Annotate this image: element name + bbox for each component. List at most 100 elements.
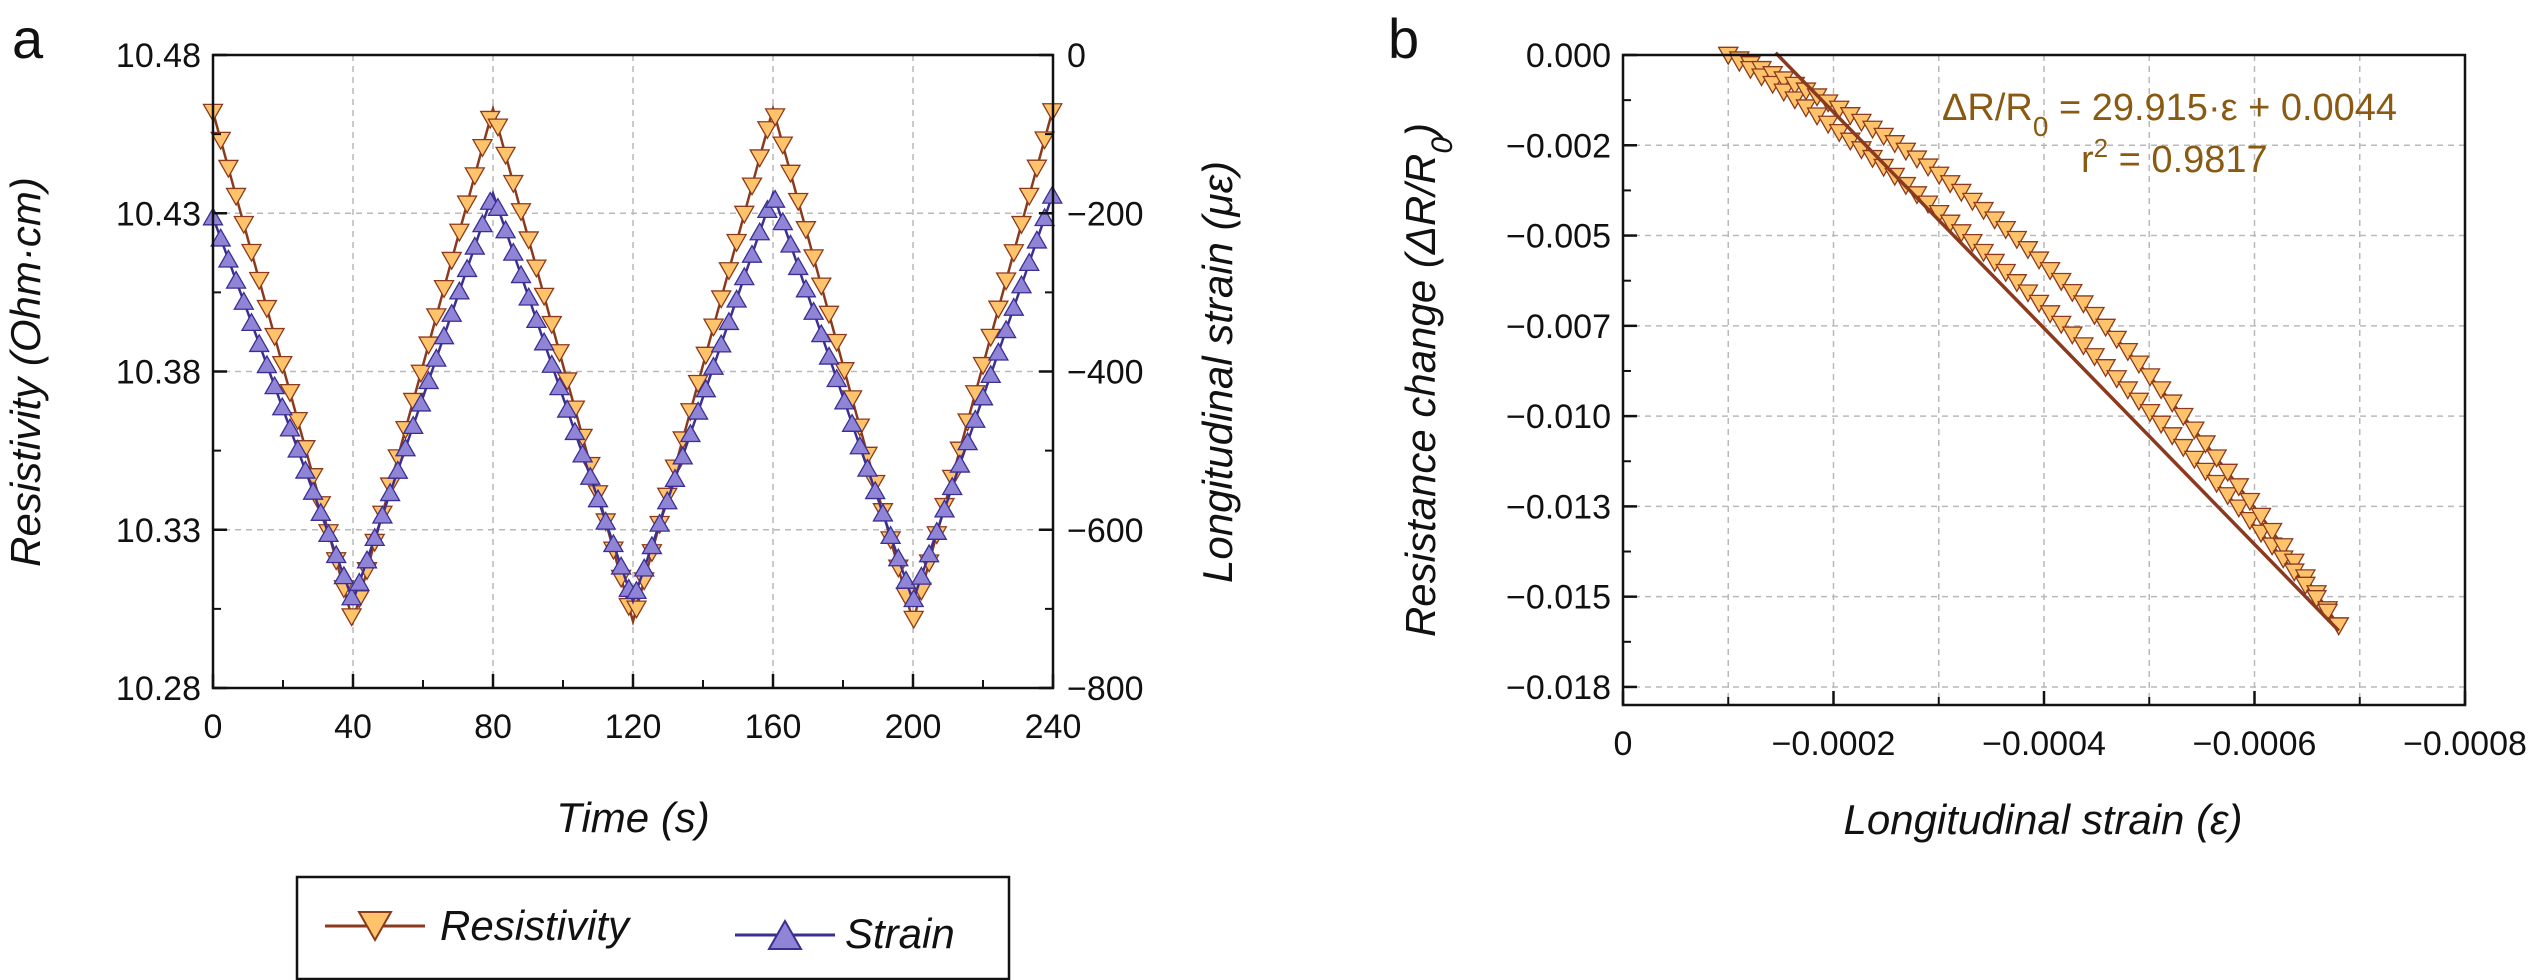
scatter-marker: [2239, 511, 2261, 531]
strain-marker: [256, 354, 278, 374]
resistivity-marker: [1026, 159, 1048, 179]
strain-marker: [664, 468, 686, 487]
resistivity-marker: [502, 174, 524, 194]
scatter-marker: [2217, 463, 2239, 483]
panel-a-right-tick-label: −400: [1067, 354, 1144, 392]
scatter-marker: [2139, 368, 2161, 387]
panel-b-y-tick-label: −0.013: [1506, 488, 1611, 526]
resistivity-marker: [271, 355, 293, 375]
strain-marker: [764, 189, 786, 208]
resistivity-marker: [225, 187, 247, 207]
resistivity-marker: [233, 215, 255, 235]
strain-marker: [903, 588, 925, 608]
scatter-marker: [2083, 306, 2106, 326]
resistivity-marker: [433, 280, 455, 299]
panel-b-x-tick-label: −0.0006: [2193, 725, 2317, 763]
strain-marker: [1026, 229, 1048, 249]
resistivity-marker: [987, 300, 1010, 320]
resistivity-marker: [1033, 131, 1056, 150]
scatter-marker: [2150, 381, 2172, 400]
scatter-marker: [1950, 224, 1972, 243]
resistivity-marker: [533, 287, 555, 307]
strain-marker: [248, 333, 270, 353]
strain-marker: [556, 399, 578, 418]
strain-marker: [471, 213, 494, 233]
strain-marker: [417, 370, 440, 390]
panel-a-x-tick-label: 120: [605, 708, 662, 746]
strain-marker: [571, 443, 594, 463]
fit-r-squared: r2 = 0.9817: [2081, 133, 2268, 181]
resistivity-marker: [471, 139, 494, 158]
strain-marker: [856, 458, 879, 477]
scatter-marker: [1961, 192, 1984, 212]
scatter-marker: [2161, 394, 2183, 413]
panel-b-y-tick-label: −0.010: [1506, 398, 1611, 436]
scatter-marker: [2172, 407, 2194, 427]
resistivity-marker: [556, 372, 578, 391]
strain-marker: [941, 476, 963, 496]
panel-a-x-tick-label: 160: [745, 708, 802, 746]
strain-marker: [302, 481, 324, 500]
scatter-marker: [2228, 499, 2250, 519]
scatter-marker: [2094, 318, 2117, 338]
resistivity-marker: [833, 362, 856, 381]
scatter-marker: [2150, 415, 2172, 435]
resistivity-marker: [764, 108, 786, 127]
scatter-marker: [2106, 330, 2128, 350]
resistivity-marker: [217, 159, 240, 179]
fit-equation-pre: ΔR/R: [1942, 87, 2033, 129]
panel-b-x-axis-title: Longitudinal strain (ε): [1844, 796, 2243, 843]
strain-marker: [995, 319, 1017, 339]
scatter-marker: [2017, 284, 2039, 303]
resistivity-marker: [525, 259, 548, 279]
scatter-marker: [2072, 295, 2095, 314]
strain-marker: [340, 586, 363, 606]
strain-marker: [710, 333, 732, 353]
resistivity-marker: [518, 231, 540, 250]
strain-marker: [633, 558, 655, 577]
strain-marker: [872, 503, 894, 522]
resistivity-marker: [240, 243, 263, 263]
resistivity-marker: [733, 205, 755, 225]
fit-equation: ΔR/R0 = 29.915·ε + 0.0044: [1942, 87, 2397, 142]
strain-marker: [564, 421, 586, 441]
strain-marker: [510, 264, 532, 284]
panel-b-y-tick-label: −0.002: [1506, 127, 1611, 165]
strain-marker: [433, 325, 455, 345]
strain-marker: [533, 331, 555, 351]
panel-a-right-tick-label: −800: [1067, 670, 1144, 708]
panel-b-y-axis-title-main: Resistance change (ΔR/R: [1397, 154, 1444, 637]
resistivity-marker: [718, 262, 740, 281]
panel-b-ticks: [1621, 53, 2467, 705]
panel-b-y-tick-label: 0.000: [1526, 37, 1611, 75]
panel-b-grid: [1623, 55, 2465, 705]
strain-marker: [833, 390, 856, 410]
panel-b-x-tick-label: −0.0008: [2403, 725, 2527, 763]
strain-marker: [625, 580, 648, 600]
panel-a-left-tick-label: 10.43: [116, 195, 201, 233]
resistivity-marker: [810, 277, 832, 297]
resistivity-marker: [779, 164, 802, 184]
resistivity-marker: [441, 251, 463, 271]
strain-marker: [279, 417, 301, 437]
resistivity-marker: [972, 356, 994, 376]
strain-marker: [802, 301, 825, 320]
strain-marker: [818, 346, 840, 365]
scatter-marker: [2239, 492, 2261, 512]
panel-a-x-tick-label: 200: [885, 708, 942, 746]
strain-marker: [772, 211, 794, 231]
strain-marker: [217, 249, 240, 268]
scatter-marker: [2283, 553, 2305, 573]
scatter-marker: [2094, 359, 2117, 378]
strain-marker: [502, 242, 524, 261]
scatter-marker: [2039, 305, 2061, 324]
resistivity-marker: [541, 315, 563, 335]
strain-marker: [933, 498, 956, 518]
scatter-marker: [1984, 211, 2006, 230]
strain-marker: [1033, 207, 1056, 227]
resistivity-marker: [687, 374, 709, 394]
panel-a-left-axis-title: Resistivity (Ohm·cm): [2, 177, 49, 567]
strain-marker: [379, 482, 401, 502]
strain-marker: [548, 376, 571, 396]
strain-marker: [656, 490, 678, 510]
